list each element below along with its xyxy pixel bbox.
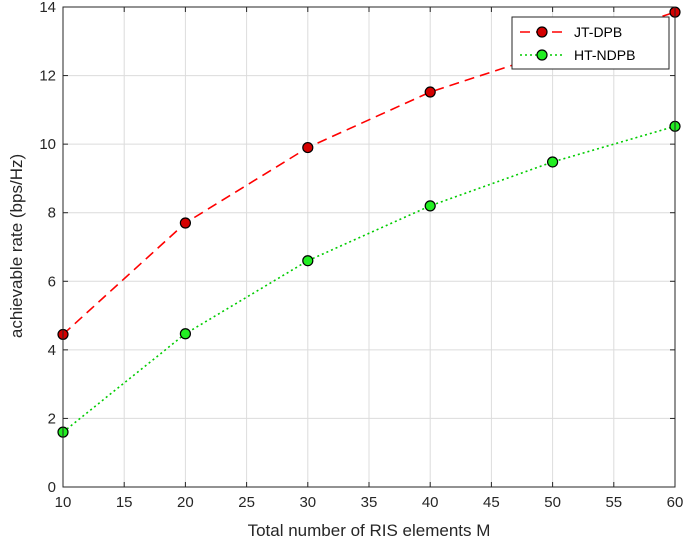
legend-marker-ht-ndpb [536,49,548,61]
x-tick-label: 60 [667,494,684,511]
legend: JT-DPB HT-NDPB [511,16,670,70]
legend-marker-jt-dpb [536,26,548,38]
y-axis-ticks: 0 2 4 6 8 10 12 14 [39,0,675,496]
data-point-ht-ndpb [424,200,436,212]
y-tick-label: 6 [48,273,56,290]
data-point-ht-ndpb [179,328,191,340]
y-axis-label: achievable rate (bps/Hz) [7,154,26,338]
data-point-ht-ndpb [302,255,314,267]
x-axis-label: Total number of RIS elements M [248,521,491,540]
x-tick-label: 20 [177,494,194,511]
data-point-jt-dpb [302,141,314,154]
x-tick-label: 30 [299,494,316,511]
y-tick-label: 10 [39,136,56,153]
legend-label-jt-dpb: JT-DPB [574,24,622,40]
series-line-ht-ndpb [62,125,676,433]
y-tick-label: 8 [48,205,56,222]
x-tick-label: 25 [238,494,255,511]
data-point-ht-ndpb [546,156,559,168]
y-tick-label: 12 [39,68,56,85]
x-tick-label: 35 [361,494,378,511]
y-tick-label: 4 [48,342,56,359]
legend-label-ht-ndpb: HT-NDPB [574,47,635,63]
data-point-jt-dpb [179,217,191,229]
legend-box [511,16,670,70]
x-axis-ticks: 10 15 20 25 30 35 40 45 50 55 60 [55,7,684,511]
x-tick-label: 40 [422,494,439,511]
data-point-jt-dpb [424,86,436,98]
y-tick-label: 0 [48,479,56,496]
x-tick-label: 10 [55,494,72,511]
x-tick-label: 45 [483,494,500,511]
x-tick-label: 55 [605,494,622,511]
y-tick-label: 14 [39,0,56,16]
x-tick-label: 50 [544,494,561,511]
x-tick-label: 15 [116,494,133,511]
y-tick-label: 2 [48,410,56,427]
